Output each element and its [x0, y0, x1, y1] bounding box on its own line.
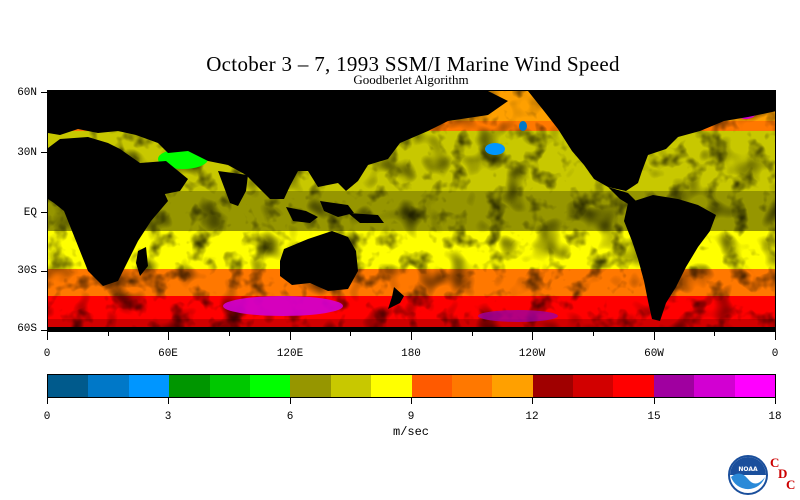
lon-label-0-end: 0	[771, 348, 779, 360]
lon-tick	[654, 332, 655, 340]
colorbar-label: 0	[43, 411, 51, 423]
colorbar-segment	[128, 375, 170, 397]
colorbar-segment	[492, 375, 533, 397]
colorbar-label: 18	[768, 411, 782, 423]
wind-patch-high	[478, 310, 558, 322]
lon-tick	[47, 332, 48, 340]
colorbar-tick	[168, 398, 169, 404]
lon-tick	[714, 332, 715, 336]
lat-tick	[41, 212, 47, 213]
colorbar-tick	[290, 398, 291, 404]
colorbar-label: 12	[525, 411, 539, 423]
lon-label-60e: 60E	[158, 348, 178, 360]
colorbar-segment	[653, 375, 695, 397]
lon-label-120w: 120W	[518, 348, 546, 360]
wind-patch-calm	[485, 143, 505, 155]
lon-label-120e: 120E	[276, 348, 304, 360]
colorbar-tick	[532, 398, 533, 404]
lat-label-30n: 30N	[17, 147, 37, 159]
colorbar-tick	[47, 398, 48, 404]
lat-label-60s: 60S	[17, 323, 37, 335]
colorbar-units: m/sec	[392, 425, 430, 439]
colorbar-segment	[734, 375, 776, 397]
lon-tick	[472, 332, 473, 336]
map-title: October 3 – 7, 1993 SSM/I Marine Wind Sp…	[206, 52, 620, 76]
colorbar-label: 15	[647, 411, 661, 423]
colorbar-segment	[169, 375, 210, 397]
lat-tick	[41, 271, 47, 272]
lon-tick	[532, 332, 533, 340]
colorbar-segment	[249, 375, 291, 397]
lon-tick	[108, 332, 109, 336]
lon-label-60w: 60W	[644, 348, 664, 360]
colorbar-segment	[371, 375, 412, 397]
colorbar-segment	[411, 375, 452, 397]
noaa-logo: NOAA	[728, 455, 768, 495]
cdc-letter: C	[786, 477, 796, 492]
colorbar-segment	[532, 375, 574, 397]
lon-tick	[775, 332, 776, 340]
colorbar-tick	[654, 398, 655, 404]
colorbar-label: 9	[407, 411, 415, 423]
lon-tick	[168, 332, 169, 340]
wind-speed-map	[47, 90, 776, 332]
colorbar-segment	[694, 375, 735, 397]
lat-label-60n: 60N	[17, 87, 37, 99]
map-subtitle: Goodberlet Algorithm	[353, 72, 469, 87]
land-mask	[48, 91, 775, 331]
colorbar-tick	[411, 398, 412, 404]
colorbar-segment	[330, 375, 372, 397]
wind-speed-field	[48, 91, 775, 331]
cdc-letter: C	[770, 455, 780, 470]
lon-label-0: 0	[43, 348, 51, 360]
colorbar-label: 6	[286, 411, 294, 423]
wind-patch-high	[223, 296, 343, 316]
lon-tick	[290, 332, 291, 340]
lon-tick	[411, 332, 412, 340]
colorbar-segment	[48, 375, 89, 397]
colorbar-segment	[88, 375, 129, 397]
lon-tick	[593, 332, 594, 336]
lat-tick	[41, 152, 47, 153]
lon-label-180: 180	[401, 348, 421, 360]
lat-label-eq: EQ	[23, 207, 37, 219]
lon-tick	[350, 332, 351, 336]
lon-tick	[229, 332, 230, 336]
colorbar-tick	[775, 398, 776, 404]
colorbar-segment	[613, 375, 654, 397]
lat-tick	[41, 330, 47, 331]
lat-tick	[41, 92, 47, 93]
noaa-logo-text: NOAA	[738, 466, 758, 473]
colorbar-label: 3	[164, 411, 172, 423]
colorbar	[47, 374, 776, 398]
colorbar-segment	[290, 375, 331, 397]
lat-label-30s: 30S	[17, 265, 37, 277]
colorbar-segment	[573, 375, 614, 397]
colorbar-segment	[209, 375, 250, 397]
colorbar-segment	[451, 375, 493, 397]
wind-patch-calm	[519, 121, 527, 131]
cdc-letter: D	[778, 466, 788, 481]
